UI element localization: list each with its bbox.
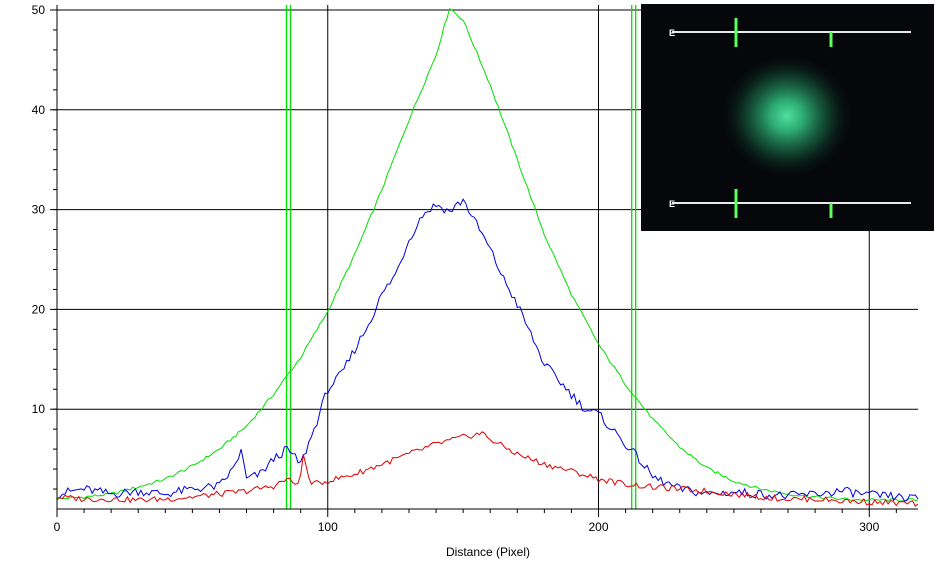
profile-line-top-label: E — [669, 28, 675, 38]
x-axis-title: Distance (Pixel) — [446, 545, 530, 559]
green-star-image: E E — [641, 4, 934, 231]
x-tick-label: 100 — [318, 520, 338, 534]
profile-line-top: E — [669, 18, 911, 47]
star-image-inset: E E — [641, 4, 934, 231]
series-line — [56, 198, 919, 502]
x-tick-label: 200 — [588, 520, 608, 534]
axes — [50, 5, 918, 517]
y-tick-label: 20 — [32, 302, 46, 316]
series-line — [56, 431, 919, 507]
y-tick-label: 40 — [32, 103, 46, 117]
x-tick-label: 0 — [54, 520, 61, 534]
tick-labels: 10 20 30 40 50 0 100 200 300 — [32, 3, 880, 534]
cursor-markers — [285, 5, 637, 509]
y-tick-label: 50 — [32, 3, 46, 17]
y-tick-label: 30 — [32, 203, 46, 217]
profile-line-bottom: E — [669, 189, 911, 218]
grid — [57, 5, 918, 509]
profile-line-bottom-label: E — [669, 199, 675, 209]
series-line — [56, 8, 919, 502]
y-tick-label: 10 — [32, 402, 46, 416]
series — [56, 8, 919, 507]
star-glow — [719, 52, 855, 180]
x-tick-label: 300 — [859, 520, 879, 534]
